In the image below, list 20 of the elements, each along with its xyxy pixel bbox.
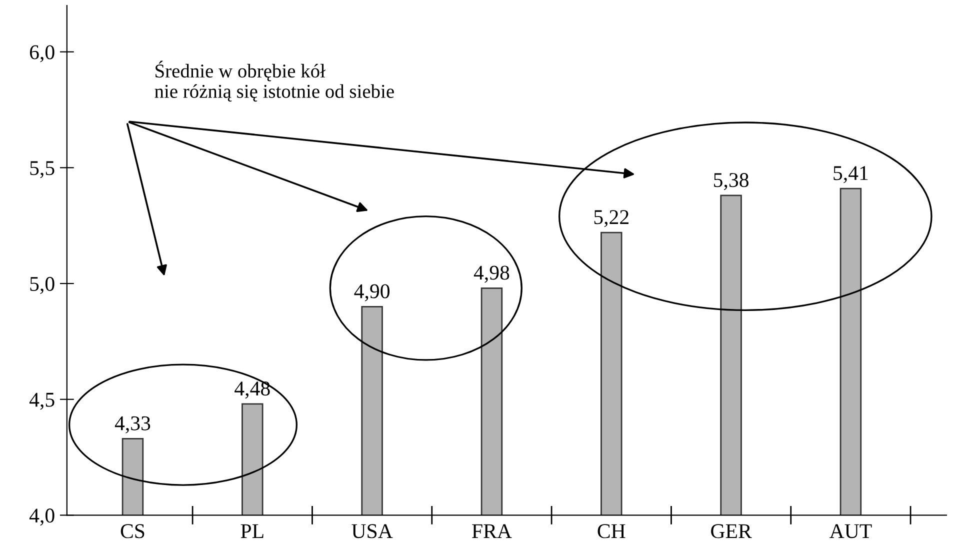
y-tick-label: 6,0 — [30, 45, 54, 62]
data-label: 4,48 — [234, 382, 270, 399]
data-label: 4,90 — [354, 284, 390, 302]
y-tick-label: 4,5 — [29, 392, 54, 410]
data-label: 4,98 — [474, 266, 510, 283]
x-tick-label: USA — [352, 524, 393, 538]
annotation: Średnie w obrębie kół nie różnią się istotnie od siebie — [154, 60, 394, 102]
x-tick-label: AUT — [830, 524, 872, 538]
y-tick-label: 4,0 — [29, 508, 54, 526]
x-tick-label: GER — [711, 524, 752, 538]
x-tick-label: CS — [120, 524, 144, 538]
x-tick-label: FRA — [472, 524, 512, 538]
x-tick-label: CH — [598, 524, 626, 538]
data-label: 5,22 — [594, 210, 628, 228]
data-label: 4,33 — [114, 416, 150, 434]
x-tick-label: PL — [240, 524, 264, 538]
data-label: 5,41 — [834, 166, 868, 184]
y-tick-label: 5,0 — [30, 276, 54, 294]
data-label: 5,38 — [714, 173, 748, 190]
y-tick-label: 5,5 — [30, 161, 54, 178]
